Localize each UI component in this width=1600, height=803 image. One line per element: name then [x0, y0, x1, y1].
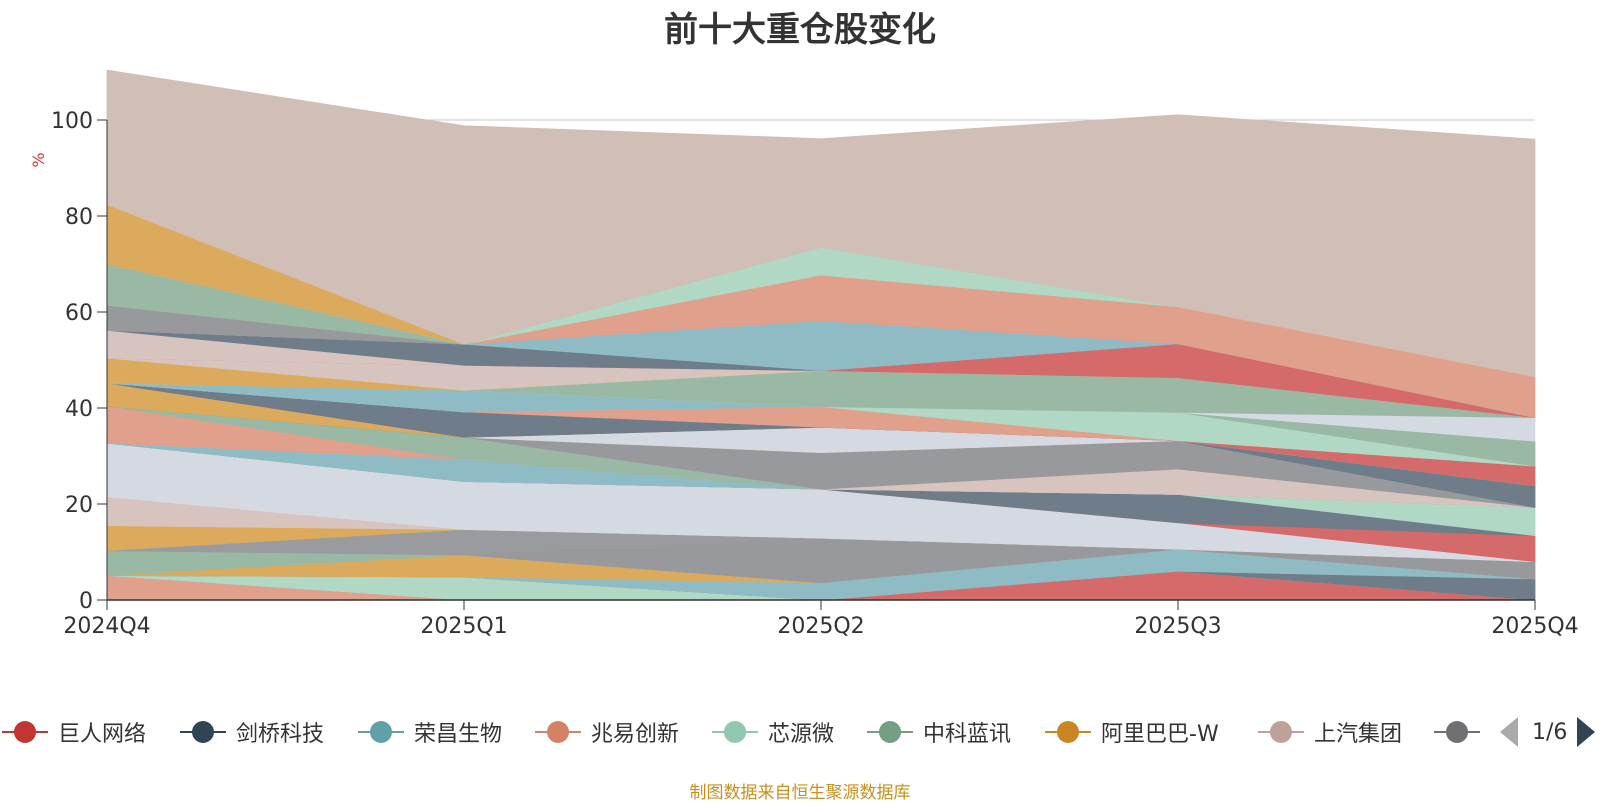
chart-title: 前十大重仓股变化 [664, 10, 936, 50]
legend-item-荣昌生物[interactable]: 荣昌生物 [356, 712, 502, 752]
legend-label: 兆易创新 [591, 722, 680, 747]
legend-marker-icon [0, 712, 50, 752]
legend-label: 芯源微 [768, 722, 835, 747]
legend-marker-icon [533, 712, 583, 752]
legend-prev-page-icon[interactable] [1500, 717, 1518, 747]
area-layer-上汽集团-43 [106, 69, 1536, 378]
legend-marker-icon [1043, 712, 1093, 752]
legend-item-兆易创新[interactable]: 兆易创新 [533, 712, 679, 752]
legend-label: 巨人网络 [58, 722, 147, 747]
legend-label: 阿里巴巴-W [1101, 722, 1219, 747]
legend-label: 荣昌生物 [414, 722, 503, 747]
legend-next-page-icon[interactable] [1577, 717, 1596, 747]
legend-item-剑桥科技[interactable]: 剑桥科技 [178, 712, 324, 752]
y-tick-label: 20 [65, 493, 93, 518]
source-note: 制图数据来自恒生聚源数据库 [689, 783, 911, 803]
axes: 0 20 40 60 80 100 2024Q4 2025Q1 2025Q2 2025Q3 2025… [51, 109, 1579, 639]
y-tick-label: 60 [65, 301, 93, 326]
area-layers [106, 69, 1536, 601]
legend-item-上汽集团[interactable]: 上汽集团 [1256, 712, 1402, 752]
legend-marker-icon [1432, 712, 1482, 752]
y-tick-label: 0 [79, 589, 93, 614]
x-tick-label: 2025Q3 [1134, 614, 1221, 639]
y-tick-label: 80 [65, 205, 93, 230]
legend-marker-icon [865, 712, 915, 752]
legend-marker-icon [356, 712, 406, 752]
x-tick-label: 2025Q1 [420, 614, 507, 639]
y-axis-unit-label: % [29, 152, 48, 167]
legend-label: 中科蓝讯 [923, 722, 1012, 747]
legend-marker-icon [1256, 712, 1306, 752]
legend-label: 上汽集团 [1314, 722, 1403, 747]
x-tick-label: 2025Q4 [1491, 614, 1578, 639]
legend-item-中科蓝讯[interactable]: 中科蓝讯 [865, 712, 1011, 752]
x-tick-label: 2025Q2 [777, 614, 864, 639]
legend-label: 剑桥科技 [236, 722, 325, 747]
legend-marker-icon [178, 712, 228, 752]
legend-item-unnamed[interactable] [1432, 712, 1482, 752]
legend-item-巨人网络[interactable]: 巨人网络 [0, 712, 146, 752]
legend-pager: 1/6 [1500, 712, 1596, 752]
x-tick-label: 2024Q4 [63, 614, 150, 639]
legend-item-芯源微[interactable]: 芯源微 [710, 712, 834, 752]
legend-item-阿里巴巴-W[interactable]: 阿里巴巴-W [1043, 712, 1219, 752]
y-tick-label: 40 [65, 397, 93, 422]
legend-page-indicator: 1/6 [1532, 719, 1568, 745]
legend-marker-icon [710, 712, 760, 752]
y-tick-label: 100 [51, 109, 93, 134]
legend: 巨人网络 剑桥科技 荣昌生物 兆易创新 芯源微 中科蓝讯 阿里巴巴-W 上汽集团 [0, 712, 1600, 752]
